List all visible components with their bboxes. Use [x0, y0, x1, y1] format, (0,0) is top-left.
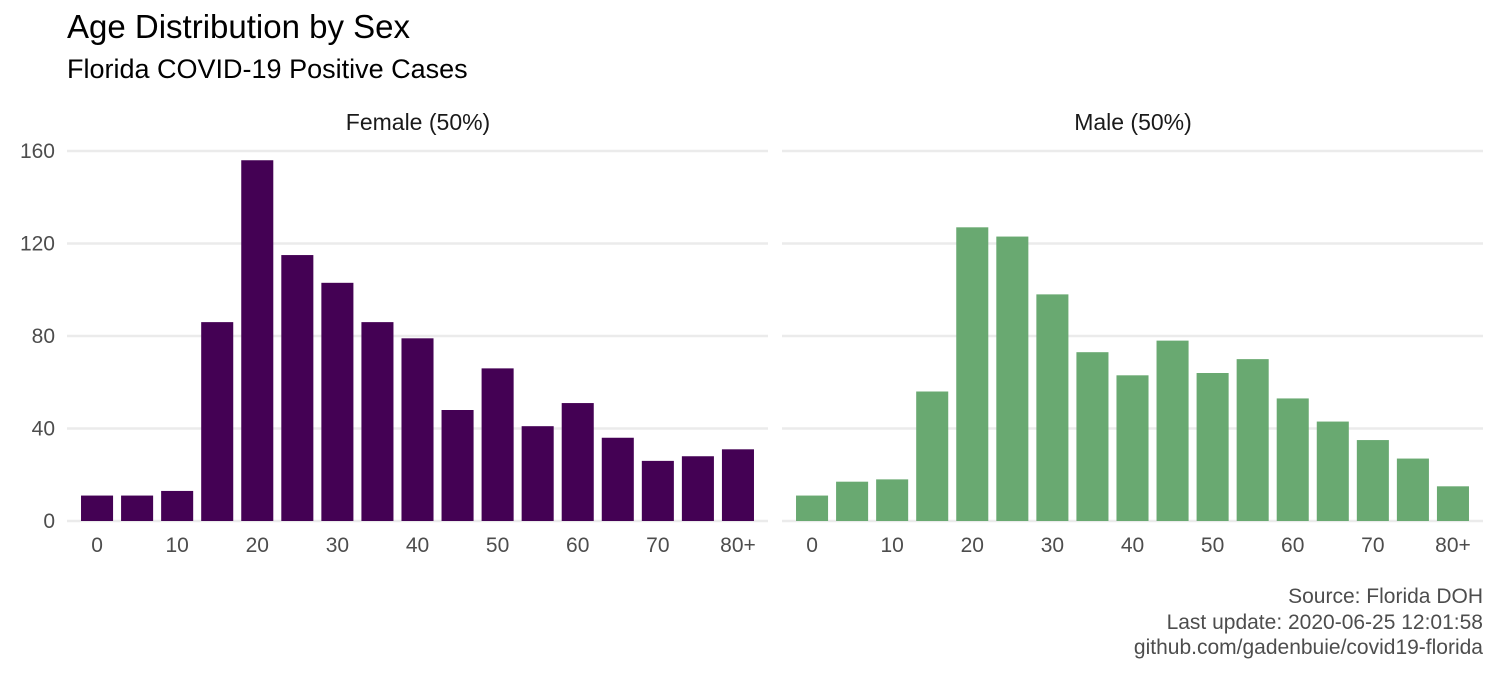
- x-tick-label: 30: [326, 534, 349, 557]
- x-tick-label: 80+: [1435, 534, 1471, 557]
- bar-male-4: [956, 227, 989, 521]
- bar-male-2: [876, 479, 909, 521]
- bar-male-1: [836, 481, 869, 521]
- bar-female-11: [521, 426, 554, 521]
- chart-subtitle: Florida COVID-19 Positive Cases: [67, 54, 468, 84]
- x-tick-label: 70: [646, 534, 669, 557]
- x-tick-label: 60: [566, 534, 589, 557]
- bar-male-9: [1156, 340, 1189, 521]
- x-tick-label: 20: [961, 534, 984, 557]
- caption-last-update: Last update: 2020-06-25 12:01:58: [1166, 610, 1483, 634]
- caption-repo: github.com/gadenbuie/covid19-florida: [1133, 636, 1483, 659]
- bar-female-0: [81, 495, 114, 521]
- x-tick-label: 10: [165, 534, 188, 557]
- bar-female-7: [361, 322, 394, 521]
- x-tick-label: 50: [1201, 534, 1224, 557]
- bar-male-15: [1396, 458, 1429, 521]
- y-tick-label: 0: [43, 510, 55, 533]
- x-tick-label: 30: [1041, 534, 1064, 557]
- bar-male-8: [1116, 375, 1149, 521]
- y-tick-label: 40: [32, 418, 55, 441]
- bar-male-10: [1196, 373, 1229, 521]
- bar-female-4: [241, 160, 274, 521]
- x-tick-label: 0: [91, 534, 103, 557]
- caption-source: Source: Florida DOH: [1288, 585, 1483, 608]
- bar-female-5: [281, 255, 314, 521]
- bar-male-7: [1076, 352, 1109, 521]
- bar-male-5: [996, 236, 1029, 521]
- bar-female-9: [441, 410, 474, 521]
- bar-female-10: [481, 368, 514, 521]
- bar-female-8: [401, 338, 434, 521]
- y-tick-label: 120: [20, 233, 55, 256]
- y-tick-label: 160: [20, 140, 55, 163]
- x-tick-label: 40: [1121, 534, 1144, 557]
- bar-male-13: [1316, 421, 1349, 521]
- bar-male-6: [1036, 294, 1069, 521]
- x-tick-label: 0: [806, 534, 818, 557]
- bar-female-3: [201, 322, 234, 521]
- bar-female-2: [161, 490, 194, 521]
- x-tick-label: 70: [1361, 534, 1384, 557]
- bar-male-11: [1236, 359, 1269, 521]
- bar-female-13: [601, 437, 634, 521]
- bar-female-12: [561, 403, 594, 521]
- bar-female-16: [721, 449, 754, 521]
- bar-male-3: [916, 391, 949, 521]
- bar-female-1: [121, 495, 154, 521]
- facet-label-female: Female (50%): [345, 109, 491, 135]
- x-tick-label: 40: [406, 534, 429, 557]
- x-tick-label: 50: [486, 534, 509, 557]
- chart-caption: Source: Florida DOH Last update: 2020-06…: [1134, 584, 1483, 661]
- facet-label-male: Male (50%): [1074, 109, 1192, 135]
- chart-title: Age Distribution by Sex: [67, 8, 411, 45]
- bar-female-6: [321, 282, 354, 521]
- x-tick-label: 60: [1281, 534, 1304, 557]
- bar-female-15: [681, 456, 714, 521]
- bar-male-0: [796, 495, 829, 521]
- x-tick-label: 80+: [720, 534, 756, 557]
- y-tick-label: 80: [32, 325, 55, 348]
- bar-male-14: [1356, 440, 1389, 521]
- bar-male-12: [1276, 398, 1309, 521]
- x-tick-label: 20: [246, 534, 269, 557]
- bar-female-14: [641, 460, 674, 521]
- bar-male-16: [1436, 486, 1469, 521]
- x-tick-label: 10: [880, 534, 903, 557]
